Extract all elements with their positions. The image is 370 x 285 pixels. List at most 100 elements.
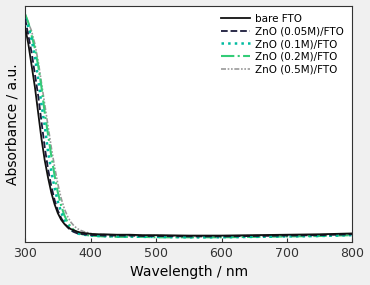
ZnO (0.2M)/FTO [78, 232, 83, 236]
ZnO (0.05M)/FTO [95, 233, 99, 237]
ZnO (0.1M)/FTO [101, 234, 106, 238]
ZnO (0.2M)/FTO [33, 47, 37, 50]
ZnO (0.05M)/FTO [33, 73, 37, 76]
ZnO (0.2M)/FTO [56, 191, 60, 194]
ZnO (0.1M)/FTO [154, 235, 158, 239]
ZnO (0.1M)/FTO [49, 169, 54, 173]
ZnO (0.2M)/FTO [65, 221, 70, 224]
ZnO (0.2M)/FTO [43, 111, 47, 115]
ZnO (0.2M)/FTO [52, 174, 57, 177]
ZnO (0.05M)/FTO [59, 216, 63, 220]
ZnO (0.2M)/FTO [88, 234, 93, 237]
ZnO (0.1M)/FTO [85, 233, 90, 237]
ZnO (0.5M)/FTO [350, 232, 355, 236]
ZnO (0.2M)/FTO [101, 235, 106, 238]
ZnO (0.5M)/FTO [141, 234, 145, 237]
Line: ZnO (0.05M)/FTO: ZnO (0.05M)/FTO [25, 19, 353, 237]
ZnO (0.05M)/FTO [101, 234, 106, 237]
ZnO (0.05M)/FTO [46, 167, 50, 171]
ZnO (0.5M)/FTO [95, 233, 99, 236]
ZnO (0.2M)/FTO [219, 236, 224, 239]
ZnO (0.5M)/FTO [72, 224, 77, 228]
bare FTO [115, 233, 119, 237]
Line: ZnO (0.1M)/FTO: ZnO (0.1M)/FTO [25, 19, 353, 237]
ZnO (0.05M)/FTO [85, 233, 90, 237]
ZnO (0.1M)/FTO [26, 25, 31, 29]
ZnO (0.5M)/FTO [49, 146, 54, 149]
ZnO (0.05M)/FTO [75, 232, 80, 235]
ZnO (0.5M)/FTO [186, 234, 191, 238]
ZnO (0.1M)/FTO [78, 233, 83, 236]
bare FTO [23, 25, 27, 29]
ZnO (0.5M)/FTO [285, 233, 289, 237]
ZnO (0.5M)/FTO [88, 232, 93, 235]
ZnO (0.1M)/FTO [69, 228, 73, 231]
ZnO (0.1M)/FTO [115, 235, 119, 238]
Line: bare FTO: bare FTO [25, 27, 353, 236]
ZnO (0.1M)/FTO [252, 235, 256, 239]
Line: ZnO (0.5M)/FTO: ZnO (0.5M)/FTO [25, 14, 353, 236]
ZnO (0.2M)/FTO [115, 235, 119, 239]
ZnO (0.5M)/FTO [39, 81, 44, 85]
ZnO (0.2M)/FTO [350, 233, 355, 237]
ZnO (0.5M)/FTO [65, 215, 70, 218]
ZnO (0.05M)/FTO [82, 233, 86, 236]
ZnO (0.1M)/FTO [23, 17, 27, 20]
bare FTO [285, 233, 289, 237]
ZnO (0.05M)/FTO [26, 34, 31, 37]
ZnO (0.1M)/FTO [219, 236, 224, 239]
ZnO (0.5M)/FTO [219, 234, 224, 238]
ZnO (0.5M)/FTO [154, 234, 158, 237]
bare FTO [101, 233, 106, 236]
bare FTO [56, 211, 60, 215]
ZnO (0.2M)/FTO [46, 133, 50, 136]
ZnO (0.05M)/FTO [350, 233, 355, 236]
ZnO (0.2M)/FTO [85, 233, 90, 237]
ZnO (0.05M)/FTO [36, 94, 40, 97]
ZnO (0.2M)/FTO [252, 235, 256, 239]
bare FTO [141, 233, 145, 237]
bare FTO [252, 233, 256, 237]
bare FTO [26, 42, 31, 46]
ZnO (0.5M)/FTO [115, 233, 119, 237]
bare FTO [88, 232, 93, 236]
ZnO (0.05M)/FTO [115, 234, 119, 237]
ZnO (0.1M)/FTO [82, 233, 86, 237]
ZnO (0.2M)/FTO [317, 234, 322, 238]
ZnO (0.05M)/FTO [252, 234, 256, 238]
ZnO (0.5M)/FTO [252, 234, 256, 237]
bare FTO [75, 230, 80, 233]
bare FTO [52, 202, 57, 206]
ZnO (0.05M)/FTO [285, 234, 289, 237]
ZnO (0.1M)/FTO [46, 150, 50, 153]
bare FTO [78, 231, 83, 234]
bare FTO [43, 159, 47, 162]
ZnO (0.1M)/FTO [30, 38, 34, 42]
ZnO (0.5M)/FTO [82, 230, 86, 233]
ZnO (0.05M)/FTO [154, 234, 158, 238]
bare FTO [46, 176, 50, 179]
bare FTO [59, 218, 63, 221]
ZnO (0.1M)/FTO [62, 218, 67, 222]
ZnO (0.2M)/FTO [285, 235, 289, 238]
ZnO (0.1M)/FTO [72, 230, 77, 233]
ZnO (0.1M)/FTO [141, 235, 145, 239]
ZnO (0.5M)/FTO [75, 227, 80, 230]
ZnO (0.05M)/FTO [23, 17, 27, 20]
ZnO (0.2M)/FTO [23, 13, 27, 16]
ZnO (0.1M)/FTO [59, 210, 63, 214]
ZnO (0.05M)/FTO [52, 198, 57, 201]
ZnO (0.1M)/FTO [317, 234, 322, 238]
ZnO (0.1M)/FTO [36, 77, 40, 80]
ZnO (0.2M)/FTO [154, 236, 158, 239]
ZnO (0.1M)/FTO [350, 233, 355, 237]
ZnO (0.05M)/FTO [65, 226, 70, 229]
ZnO (0.2M)/FTO [128, 235, 132, 239]
X-axis label: Wavelength / nm: Wavelength / nm [130, 265, 248, 280]
ZnO (0.1M)/FTO [75, 232, 80, 235]
ZnO (0.2M)/FTO [49, 154, 54, 158]
ZnO (0.05M)/FTO [39, 120, 44, 123]
ZnO (0.2M)/FTO [26, 21, 31, 25]
ZnO (0.2M)/FTO [59, 204, 63, 207]
ZnO (0.5M)/FTO [23, 13, 27, 16]
